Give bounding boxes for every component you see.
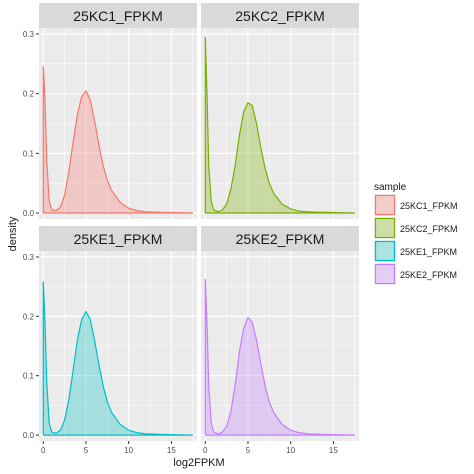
x-tick-label: 15 <box>329 446 338 455</box>
y-tick-label: 0.2 <box>23 90 35 99</box>
y-axis-title: density <box>7 216 19 251</box>
legend: sample 25KC1_FPKM 25KC2_FPKM 25KE1_FPKM 25KE… <box>374 182 458 285</box>
x-tick-label: 10 <box>124 446 133 455</box>
legend-swatch-25KC2_FPKM <box>374 217 396 239</box>
x-tick-label: 5 <box>84 446 89 455</box>
y-tick-label: 0.0 <box>23 209 35 218</box>
facet-strip-label: 25KE2_FPKM <box>236 231 325 247</box>
legend-key-bg <box>374 240 396 262</box>
y-tick-label: 0.2 <box>23 312 35 321</box>
facet-strip-label: 25KC2_FPKM <box>235 8 324 24</box>
x-tick-label: 10 <box>286 446 295 455</box>
legend-label: 25KE2_FPKM <box>400 270 457 280</box>
density-area-25KC2_FPKM <box>204 36 356 214</box>
legend-title: sample <box>374 182 407 193</box>
legend-key-bg <box>374 194 396 216</box>
x-tick-label: 5 <box>246 446 251 455</box>
y-tick-label: 0.3 <box>23 30 35 39</box>
facet-strip <box>201 3 359 28</box>
facet-panel-1: 25KC1_FPKM 0.0 0.1 0.2 0.3 <box>23 3 197 219</box>
facet-strip-label: 25KE1_FPKM <box>74 231 163 247</box>
x-axis-title: log2FPKM <box>173 457 224 469</box>
legend-key-bg <box>374 263 396 285</box>
density-area-25KC1_FPKM <box>42 66 194 214</box>
legend-swatch-25KC1_FPKM <box>374 194 396 216</box>
facet-panel-2: 25KC2_FPKM <box>201 3 359 219</box>
x-tick-label: 15 <box>167 446 176 455</box>
density-area-25KE2_FPKM <box>204 278 356 436</box>
facet-panel-4: 25KE2_FPKM 0 5 10 15 <box>201 226 359 455</box>
x-tick-label: 0 <box>203 446 208 455</box>
y-tick-label: 0.0 <box>23 431 35 440</box>
legend-label: 25KE1_FPKM <box>400 247 457 257</box>
density-area-25KE1_FPKM <box>42 281 194 436</box>
y-tick-label: 0.1 <box>23 372 35 381</box>
facet-strip <box>201 226 359 251</box>
legend-swatch-25KE1_FPKM <box>374 240 396 262</box>
facet-strip <box>39 226 197 251</box>
facet-panel-3: 25KE1_FPKM 0.0 0.1 0.2 0.3 0 5 10 15 <box>23 226 197 455</box>
facet-strip <box>39 3 197 28</box>
facet-strip-label: 25KC1_FPKM <box>73 8 162 24</box>
legend-label: 25KC1_FPKM <box>400 201 458 211</box>
x-tick-label: 0 <box>41 446 46 455</box>
legend-label: 25KC2_FPKM <box>400 224 458 234</box>
y-tick-label: 0.1 <box>23 149 35 158</box>
y-tick-label: 0.3 <box>23 253 35 262</box>
legend-key-bg <box>374 217 396 239</box>
legend-swatch-25KE2_FPKM <box>374 263 396 285</box>
